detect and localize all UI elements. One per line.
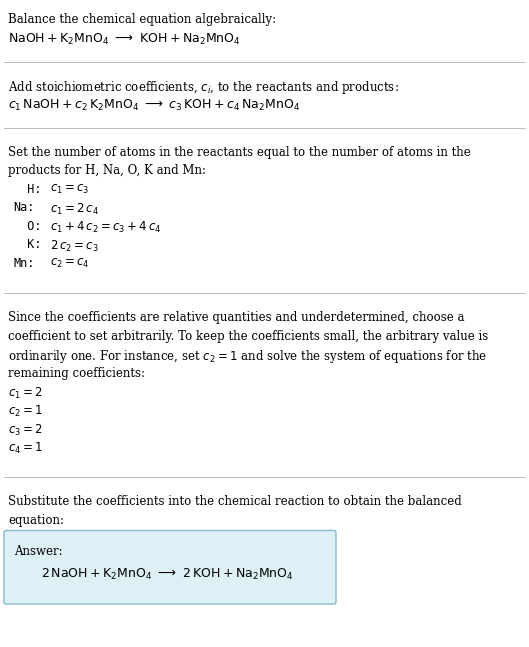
Text: $c_3 = 2$: $c_3 = 2$ [8, 422, 43, 437]
Text: Since the coefficients are relative quantities and underdetermined, choose a: Since the coefficients are relative quan… [8, 311, 464, 325]
Text: Add stoichiometric coefficients, $c_i$, to the reactants and products:: Add stoichiometric coefficients, $c_i$, … [8, 80, 399, 96]
Text: Answer:: Answer: [14, 545, 62, 558]
Text: $\mathrm{NaOH + K_2MnO_4\ \longrightarrow\ KOH + Na_2MnO_4}$: $\mathrm{NaOH + K_2MnO_4\ \longrightarro… [8, 32, 241, 47]
Text: $c_1\,\mathrm{NaOH} + c_2\,\mathrm{K_2MnO_4}\ \longrightarrow\ c_3\,\mathrm{KOH}: $c_1\,\mathrm{NaOH} + c_2\,\mathrm{K_2Mn… [8, 98, 300, 113]
Text: $c_4 = 1$: $c_4 = 1$ [8, 441, 43, 456]
Text: ordinarily one. For instance, set $c_2 = 1$ and solve the system of equations fo: ordinarily one. For instance, set $c_2 =… [8, 349, 487, 366]
Text: O:: O: [13, 220, 41, 233]
Text: Na:: Na: [13, 201, 34, 215]
Text: Balance the chemical equation algebraically:: Balance the chemical equation algebraica… [8, 13, 276, 26]
Text: K:: K: [13, 239, 41, 252]
Text: Mn:: Mn: [13, 257, 34, 270]
Text: $c_1 = 2$: $c_1 = 2$ [8, 386, 43, 400]
Text: $c_1 + 4\,c_2 = c_3 + 4\,c_4$: $c_1 + 4\,c_2 = c_3 + 4\,c_4$ [50, 220, 161, 235]
Text: $c_1 = c_3$: $c_1 = c_3$ [50, 183, 89, 196]
Text: $c_1 = 2\,c_4$: $c_1 = 2\,c_4$ [50, 201, 99, 217]
FancyBboxPatch shape [4, 531, 336, 604]
Text: $2\,c_2 = c_3$: $2\,c_2 = c_3$ [50, 239, 99, 254]
Text: $c_2 = c_4$: $c_2 = c_4$ [50, 257, 90, 270]
Text: coefficient to set arbitrarily. To keep the coefficients small, the arbitrary va: coefficient to set arbitrarily. To keep … [8, 330, 488, 343]
Text: equation:: equation: [8, 514, 64, 527]
Text: H:: H: [13, 183, 41, 196]
Text: remaining coefficients:: remaining coefficients: [8, 367, 145, 380]
Text: $c_2 = 1$: $c_2 = 1$ [8, 404, 43, 419]
Text: Substitute the coefficients into the chemical reaction to obtain the balanced: Substitute the coefficients into the che… [8, 496, 462, 509]
Text: $2\,\mathrm{NaOH + K_2MnO_4\ \longrightarrow\ 2\,KOH + Na_2MnO_4}$: $2\,\mathrm{NaOH + K_2MnO_4\ \longrighta… [41, 567, 294, 582]
Text: Set the number of atoms in the reactants equal to the number of atoms in the: Set the number of atoms in the reactants… [8, 146, 471, 159]
Text: products for H, Na, O, K and Mn:: products for H, Na, O, K and Mn: [8, 164, 206, 177]
